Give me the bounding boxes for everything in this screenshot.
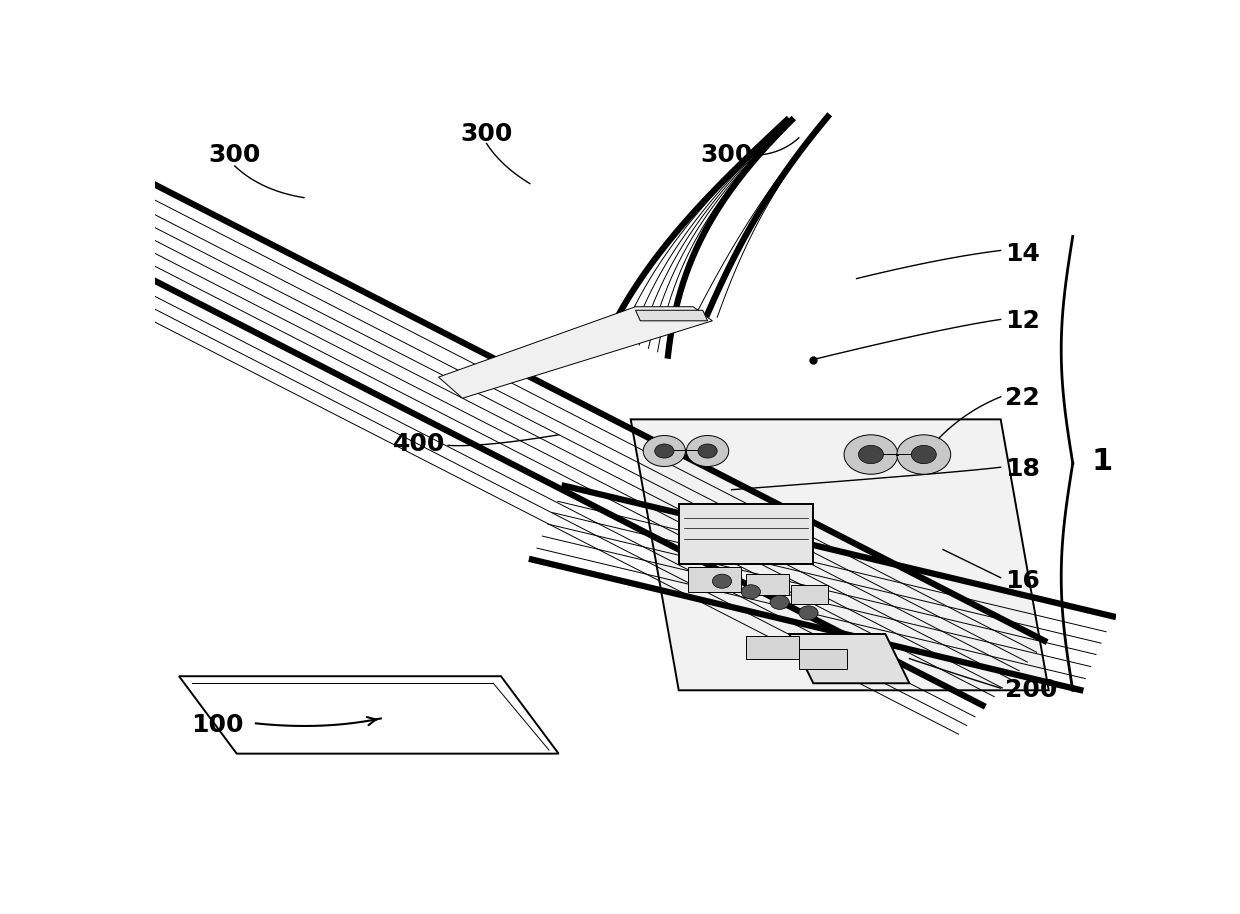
- Circle shape: [844, 435, 898, 474]
- Text: 300: 300: [208, 143, 260, 167]
- Circle shape: [897, 435, 951, 474]
- Circle shape: [687, 436, 729, 466]
- Bar: [799, 650, 847, 669]
- Circle shape: [712, 574, 732, 589]
- Polygon shape: [439, 307, 712, 399]
- Circle shape: [770, 595, 789, 610]
- Polygon shape: [631, 420, 1049, 690]
- Text: 1: 1: [1092, 447, 1114, 476]
- Polygon shape: [678, 504, 813, 564]
- Text: 400: 400: [393, 432, 445, 456]
- Circle shape: [742, 585, 760, 599]
- Polygon shape: [688, 567, 742, 591]
- Bar: [746, 636, 799, 659]
- Polygon shape: [789, 634, 909, 684]
- Circle shape: [911, 445, 936, 463]
- Circle shape: [655, 444, 675, 458]
- Text: 12: 12: [1006, 309, 1040, 333]
- Text: 16: 16: [1006, 569, 1040, 593]
- Text: 100: 100: [191, 714, 244, 738]
- Polygon shape: [746, 574, 789, 595]
- Circle shape: [698, 444, 717, 458]
- Text: 22: 22: [1006, 387, 1040, 410]
- Polygon shape: [635, 310, 708, 321]
- Text: 14: 14: [1006, 242, 1040, 266]
- Text: 300: 300: [701, 143, 753, 167]
- Circle shape: [858, 445, 883, 463]
- Circle shape: [799, 606, 818, 620]
- Circle shape: [644, 436, 686, 466]
- Polygon shape: [791, 585, 828, 604]
- Text: 18: 18: [1006, 457, 1040, 481]
- Text: 300: 300: [460, 122, 512, 146]
- Text: 200: 200: [1006, 678, 1058, 702]
